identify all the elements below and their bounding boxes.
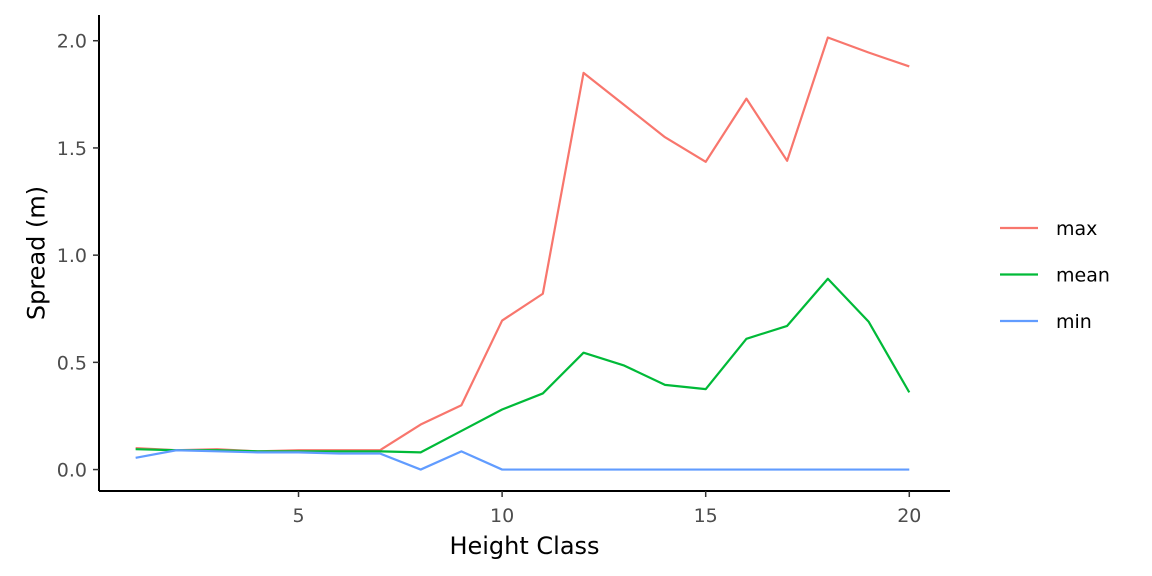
x-tick-label: 10 [490,505,514,527]
axes-layer [98,15,950,492]
y-tick-label: 1.5 [57,138,87,160]
y-tick-label: 0.0 [57,460,87,482]
legend-label-mean: mean [1056,265,1110,287]
y-tick-label: 2.0 [57,31,87,53]
ticks-layer: 5 10 15 20 0.0 0.5 1.0 1.5 2.0 [57,31,922,527]
y-tick-label: 0.5 [57,352,87,374]
x-tick-label: 5 [292,505,304,527]
series-line-mean [135,277,911,454]
series-line-min [135,449,910,471]
legend-label-min: min [1056,311,1092,333]
legend: max mean min [1000,218,1110,333]
x-axis-title: Height Class [449,532,599,560]
x-tick-label: 20 [897,505,921,527]
legend-label-max: max [1056,218,1097,240]
series-line-max [135,36,910,453]
series-layer [135,36,911,471]
y-axis-title: Spread (m) [22,186,50,320]
x-tick-label: 15 [694,505,718,527]
y-tick-label: 1.0 [57,245,87,267]
